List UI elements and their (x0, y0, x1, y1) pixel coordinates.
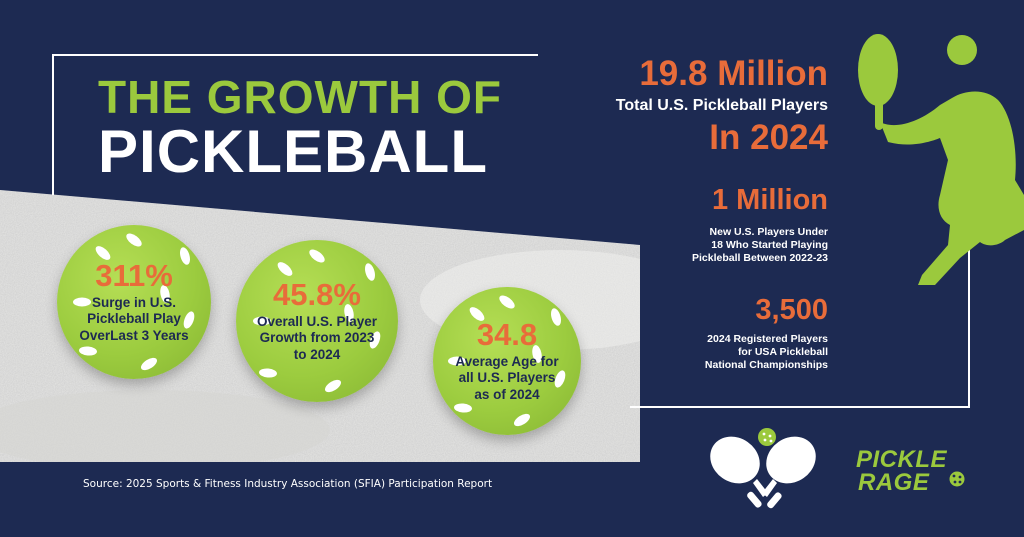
frame-top-line (52, 54, 538, 56)
stat-ball-growth: 45.8% Overall U.S. Player Growth from 20… (236, 240, 398, 402)
stat-ball-surge: 311% Surge in U.S. Pickleball Play OverL… (57, 225, 211, 379)
source-note: Source: 2025 Sports & Fitness Industry A… (83, 478, 493, 490)
logo-text-line-2: RAGE (858, 469, 930, 496)
stat-ball-average-age: 34.8 Average Age for all U.S. Players as… (433, 287, 581, 435)
ball-label: Overall U.S. Player Growth from 2023 to … (256, 313, 378, 362)
stat-registered-label: 2024 Registered Players for USA Pickleba… (704, 333, 828, 372)
ball-label: Surge in U.S. Pickleball Play OverLast 3… (79, 294, 189, 343)
ball-hole (447, 356, 466, 366)
ball-value: 34.8 (476, 316, 538, 352)
stat-registered-value: 3,500 (755, 294, 828, 326)
stat-total-value: 19.8 Million (639, 54, 828, 93)
title-line-2: PICKLEBALL (98, 118, 488, 185)
ball-label: Average Age for all U.S. Players as of 2… (455, 353, 559, 402)
frame-left-line (52, 54, 54, 195)
pickle-rage-logo: PICKLE RAGE (856, 448, 966, 498)
frame-right-line (968, 240, 970, 408)
frame-bottom-line (630, 406, 970, 408)
ball-hole (252, 316, 271, 326)
ball-value: 45.8% (273, 276, 361, 312)
crossed-paddles-icon (710, 428, 816, 509)
logo-text-line-1: PICKLE (856, 446, 948, 473)
ball-value: 311% (95, 257, 173, 293)
pickleball-icon (948, 470, 966, 488)
stat-new-players-value: 1 Million (712, 184, 828, 216)
stat-total-year: In 2024 (709, 118, 828, 157)
title-line-1: THE GROWTH OF (98, 71, 502, 123)
pickleball-player-silhouette-icon (858, 34, 1024, 285)
ball-hole (72, 297, 91, 307)
stat-total-label: Total U.S. Pickleball Players (615, 97, 828, 114)
stat-new-players-label: New U.S. Players Under 18 Who Started Pl… (692, 226, 828, 265)
